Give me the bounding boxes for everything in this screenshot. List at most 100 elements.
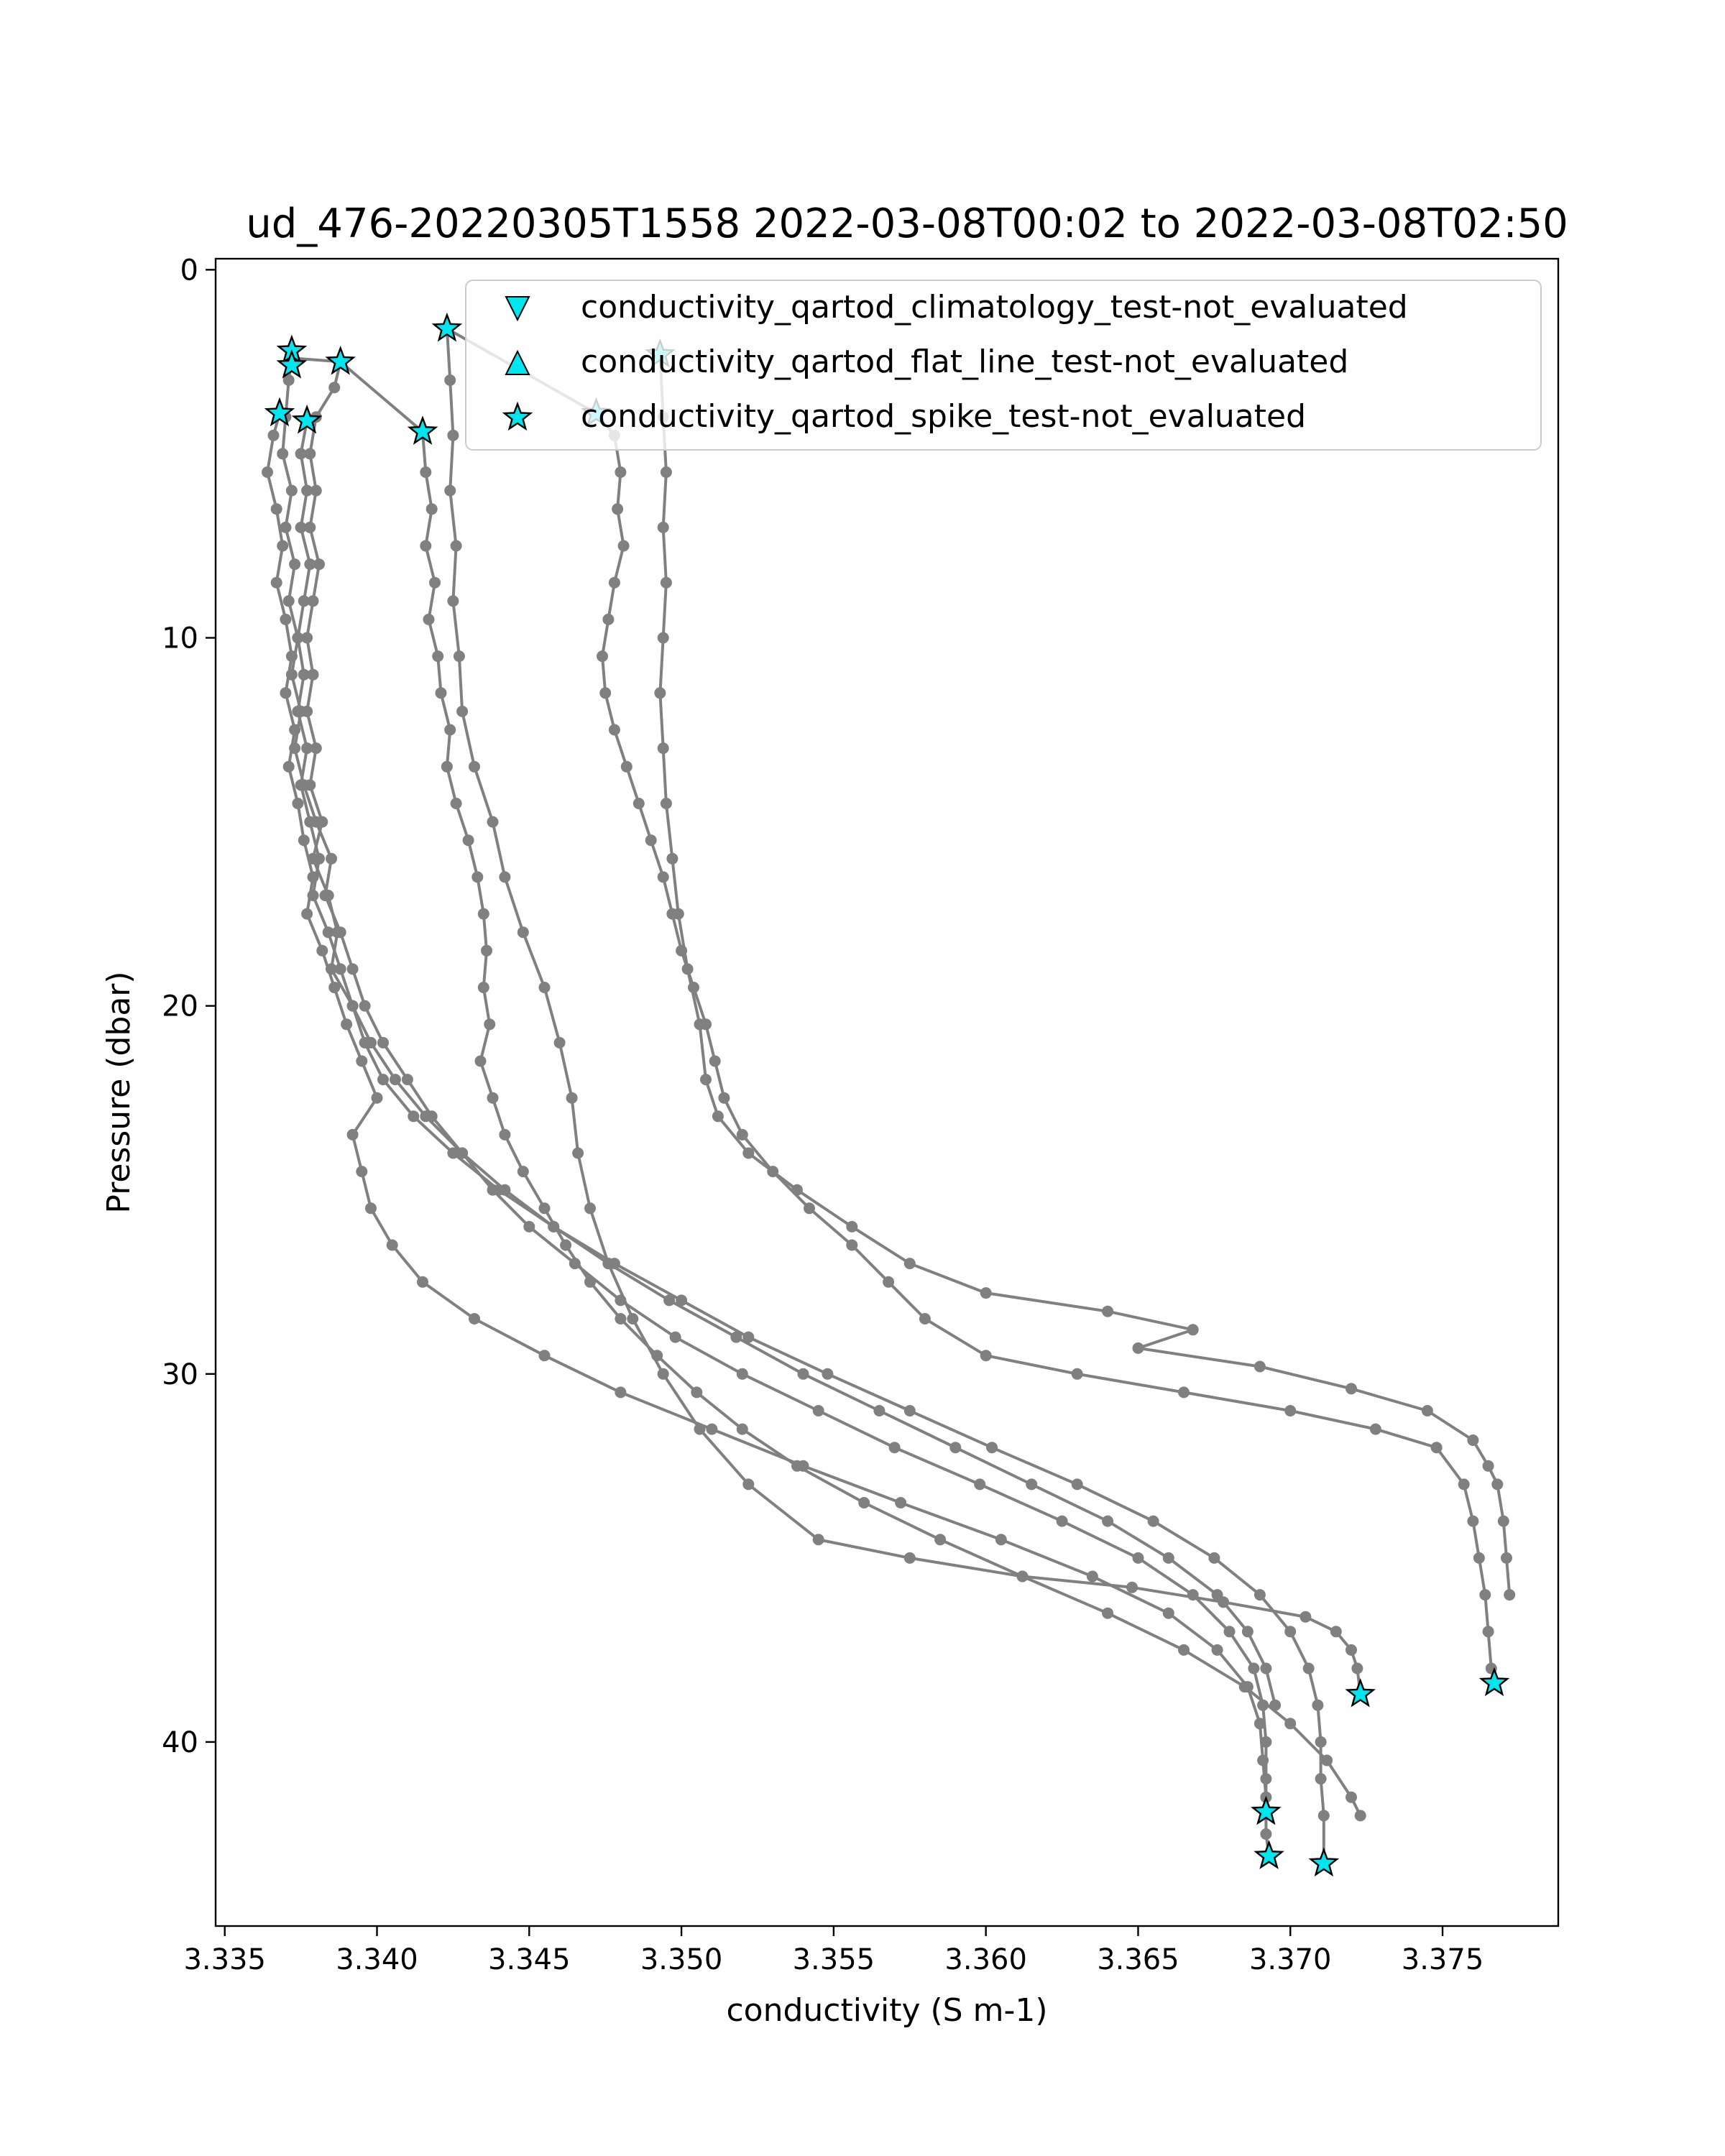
data-point bbox=[1497, 1515, 1509, 1527]
data-point bbox=[709, 1055, 721, 1067]
data-point bbox=[1248, 1662, 1260, 1674]
flag-star-marker bbox=[1478, 1667, 1510, 1697]
data-point bbox=[313, 558, 325, 571]
data-point bbox=[326, 852, 337, 865]
data-point bbox=[1254, 1589, 1266, 1601]
data-point bbox=[1302, 1662, 1315, 1674]
data-point bbox=[742, 1478, 755, 1491]
data-point bbox=[295, 448, 307, 460]
y-tick-label: 20 bbox=[162, 990, 198, 1023]
data-point bbox=[903, 1552, 916, 1564]
y-axis-label: Pressure (dbar) bbox=[101, 971, 137, 1213]
data-point bbox=[487, 816, 499, 828]
data-point bbox=[654, 687, 666, 699]
legend-label-spike: conductivity_qartod_spike_test-not_evalu… bbox=[581, 398, 1306, 435]
data-point bbox=[1254, 1718, 1266, 1730]
data-point bbox=[657, 871, 669, 883]
data-point bbox=[310, 742, 322, 755]
data-point bbox=[346, 1000, 359, 1012]
y-tick-label: 0 bbox=[180, 254, 198, 287]
data-point bbox=[712, 1110, 724, 1123]
data-point bbox=[572, 1147, 584, 1159]
data-point bbox=[1351, 1662, 1363, 1674]
data-point bbox=[377, 1074, 389, 1086]
profile-line bbox=[594, 412, 1496, 1684]
x-tick-label: 3.365 bbox=[1097, 1943, 1179, 1976]
data-point bbox=[718, 1092, 730, 1104]
data-point bbox=[356, 1166, 368, 1178]
data-point bbox=[377, 1036, 389, 1049]
data-point bbox=[346, 1128, 359, 1141]
flag-star-marker bbox=[407, 415, 438, 445]
data-point bbox=[742, 1331, 755, 1343]
data-point bbox=[1473, 1552, 1485, 1564]
data-point bbox=[1218, 1596, 1230, 1608]
transit-line bbox=[339, 360, 424, 433]
data-point bbox=[456, 1147, 469, 1159]
y-tick-label: 10 bbox=[162, 622, 198, 655]
data-point bbox=[666, 852, 678, 865]
data-point bbox=[681, 963, 694, 975]
data-point bbox=[1086, 1570, 1098, 1583]
data-point bbox=[316, 816, 328, 828]
data-point bbox=[301, 908, 313, 920]
profile-line bbox=[421, 431, 1362, 1817]
data-point bbox=[804, 1202, 815, 1215]
data-point bbox=[1162, 1607, 1174, 1619]
profile-line bbox=[296, 420, 1277, 1706]
data-point bbox=[408, 1110, 420, 1123]
data-point bbox=[617, 540, 630, 552]
data-point bbox=[1421, 1405, 1433, 1416]
data-point bbox=[472, 871, 484, 883]
data-point bbox=[1162, 1552, 1174, 1564]
data-point bbox=[1126, 1581, 1138, 1593]
data-point bbox=[791, 1184, 803, 1196]
data-point bbox=[980, 1287, 992, 1299]
data-point bbox=[1260, 1736, 1272, 1748]
data-point bbox=[553, 1036, 566, 1049]
data-point bbox=[700, 1074, 712, 1086]
data-point bbox=[812, 1534, 824, 1546]
data-point bbox=[346, 963, 359, 975]
data-point bbox=[1467, 1434, 1479, 1446]
data-point bbox=[822, 1368, 834, 1380]
data-point bbox=[359, 1000, 371, 1012]
data-point bbox=[660, 576, 672, 589]
data-point bbox=[812, 1405, 824, 1416]
data-point bbox=[341, 1018, 353, 1031]
data-point bbox=[499, 1128, 511, 1141]
data-point bbox=[401, 1074, 413, 1086]
data-point bbox=[322, 890, 334, 901]
data-point bbox=[980, 1350, 992, 1362]
data-point bbox=[858, 1497, 870, 1508]
x-tick-label: 3.355 bbox=[793, 1943, 875, 1976]
y-tick-label: 30 bbox=[162, 1358, 198, 1391]
data-point bbox=[538, 1350, 551, 1362]
data-point bbox=[310, 484, 322, 497]
data-point bbox=[1208, 1552, 1220, 1564]
data-point bbox=[1102, 1607, 1114, 1619]
data-point bbox=[304, 558, 316, 571]
data-point bbox=[280, 521, 292, 533]
data-point bbox=[1317, 1810, 1330, 1822]
data-point bbox=[307, 890, 319, 901]
data-point bbox=[1223, 1626, 1236, 1638]
data-point bbox=[435, 687, 447, 699]
data-point bbox=[986, 1442, 998, 1454]
data-point bbox=[620, 760, 632, 773]
data-point bbox=[450, 798, 462, 809]
data-point bbox=[736, 1128, 748, 1141]
flag-star-marker bbox=[1251, 1795, 1282, 1825]
data-point bbox=[676, 1294, 688, 1307]
flag-star-marker bbox=[264, 397, 295, 427]
data-point bbox=[1312, 1699, 1324, 1711]
data-point bbox=[1187, 1324, 1199, 1336]
data-point bbox=[477, 908, 489, 920]
x-tick-label: 3.350 bbox=[640, 1943, 723, 1976]
legend-star-shape bbox=[502, 401, 533, 431]
data-point bbox=[313, 852, 325, 865]
x-tick-label: 3.335 bbox=[183, 1943, 266, 1976]
data-point bbox=[1102, 1515, 1114, 1527]
data-point bbox=[1147, 1515, 1159, 1527]
data-point bbox=[538, 982, 551, 993]
